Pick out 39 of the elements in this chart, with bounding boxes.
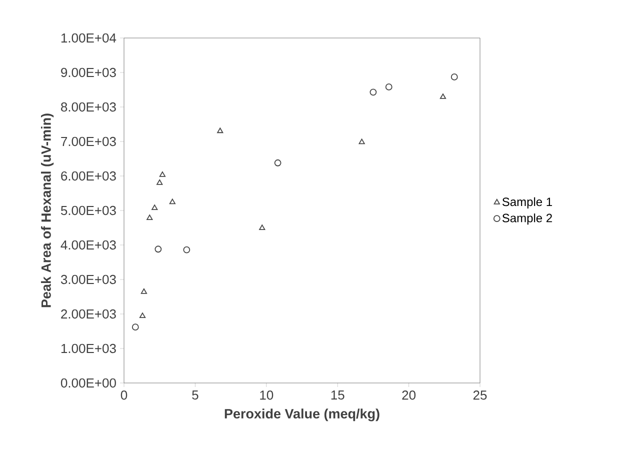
x-axis-title: Peroxide Value (meq/kg) [224,408,380,422]
point [159,172,166,177]
y-tick-label: 1.00E+04 [61,33,116,43]
point [154,246,162,253]
y-tick-label: 3.00E+03 [60,274,116,284]
x-tick-label: 20 [402,390,416,400]
point [358,138,365,144]
y-axis-title: Peak Area of Hexanal (uV-min) [40,114,54,308]
point [152,204,158,210]
legend-label: Sample 1 [502,197,552,208]
point [450,74,458,80]
x-tick-label: 10 [260,390,274,400]
point [169,198,176,204]
point [274,159,282,166]
x-tick-label: 0 [120,390,128,400]
y-tick-label: 8.00E+03 [61,102,116,112]
y-tick-label: 5.00E+03 [60,206,116,216]
y-tick-label: 7.00E+03 [61,136,116,146]
y-tick-label: 0.00E+00 [60,378,116,388]
x-tick-label: 25 [473,390,487,400]
point [140,288,147,294]
point [370,88,377,96]
y-tick-label: 6.00E+03 [61,171,116,181]
point [217,128,224,134]
y-tick-label: 2.00E+03 [61,309,116,319]
point [440,94,446,99]
y-tick-label: 4.00E+03 [60,240,116,250]
point [132,324,139,331]
point [183,246,190,254]
legend-label: Sample 2 [502,213,552,225]
point [146,214,153,220]
point [139,312,146,318]
y-tick-label: 9.00E+03 [61,68,116,78]
point [259,224,266,230]
y-tick-label: 1.00E+03 [61,344,116,354]
x-tick-label: 5 [192,390,198,400]
x-tick-label: 15 [331,390,344,400]
point [385,84,392,90]
point [156,179,163,185]
